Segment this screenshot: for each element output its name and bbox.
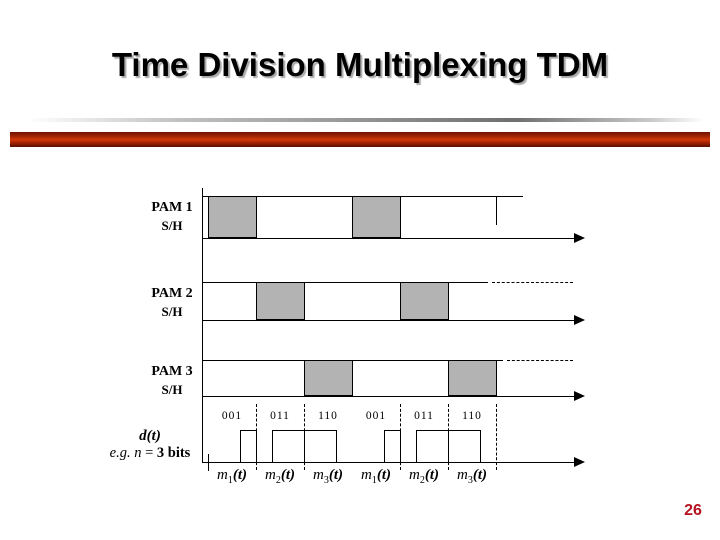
data-pulse <box>240 430 257 462</box>
slot-separator <box>400 404 401 470</box>
sample-hold-box <box>400 282 449 321</box>
message-slot-label: m1(t) <box>346 467 406 486</box>
channel-name: PAM 1 <box>151 200 193 215</box>
sample-hold-box <box>208 196 257 239</box>
message-symbol: m <box>216 467 228 483</box>
dt-note: e.g. n = 3 bits <box>95 445 205 462</box>
dt-axis-arrow-icon <box>574 457 585 467</box>
message-argument: (t) <box>232 467 247 483</box>
channel-label: PAM 2 S/H <box>124 285 220 321</box>
dt-note-prefix: e.g. n <box>109 445 142 461</box>
slot-separator <box>448 404 449 470</box>
bit-group-label: 011 <box>414 410 434 422</box>
message-slot-label: m2(t) <box>250 467 310 486</box>
bit-group-label: 110 <box>462 410 482 422</box>
time-axis-arrow-icon <box>574 315 585 325</box>
divider-highlight-line <box>28 118 704 122</box>
message-index: 2 <box>419 475 425 486</box>
message-argument: (t) <box>280 467 295 483</box>
message-slot-label: m3(t) <box>442 467 502 486</box>
channel-name: PAM 3 <box>151 364 193 379</box>
dt-signal-label: d(t) <box>139 428 161 444</box>
data-pulse <box>304 430 337 462</box>
sample-hold-box <box>352 196 401 239</box>
message-slot-label: m1(t) <box>202 467 262 486</box>
channel-sub-label: S/H <box>161 218 183 233</box>
sample-hold-box <box>448 360 497 397</box>
time-axis-arrow-icon <box>574 391 585 401</box>
channel-name: PAM 2 <box>151 286 193 301</box>
bit-group-label: 001 <box>221 410 243 422</box>
message-argument: (t) <box>328 467 343 483</box>
message-symbol: m <box>408 467 420 483</box>
data-pulse <box>448 430 481 462</box>
hold-top-line-continuation <box>492 282 573 283</box>
data-pulse <box>384 430 401 462</box>
message-index: 1 <box>227 475 233 486</box>
page-number: 26 <box>684 502 702 519</box>
slot-separator <box>496 404 497 470</box>
divider-accent-bar <box>10 132 710 147</box>
sample-hold-box <box>304 360 353 397</box>
data-pulse <box>272 430 305 462</box>
data-pulse <box>416 430 449 462</box>
hold-top-line-continuation <box>507 360 573 361</box>
time-axis-arrow-icon <box>574 233 585 243</box>
hold-top-line <box>202 282 488 283</box>
message-index: 3 <box>323 475 329 486</box>
message-index: 1 <box>371 475 377 486</box>
slide-title: Time Division Multiplexing TDM <box>111 46 609 83</box>
bit-group-label: 011 <box>270 410 290 422</box>
dt-note-bits: 3 bits <box>156 445 191 461</box>
message-argument: (t) <box>424 467 439 483</box>
channel-label: PAM 1 S/H <box>124 199 220 235</box>
message-slot-label: m3(t) <box>298 467 358 486</box>
dt-label-block: d(t) e.g. n = 3 bits <box>95 428 205 462</box>
dt-note-equals: = <box>141 445 157 461</box>
message-argument: (t) <box>472 467 487 483</box>
channel-sub-label: S/H <box>161 304 183 319</box>
sample-hold-box <box>256 282 305 321</box>
message-symbol: m <box>456 467 468 483</box>
message-argument: (t) <box>376 467 391 483</box>
message-index: 2 <box>275 475 281 486</box>
message-symbol: m <box>360 467 372 483</box>
message-index: 3 <box>467 475 473 486</box>
channel-sub-label: S/H <box>161 382 183 397</box>
time-axis <box>202 396 576 397</box>
bit-group-label: 001 <box>365 410 387 422</box>
message-symbol: m <box>264 467 276 483</box>
message-symbol: m <box>312 467 324 483</box>
time-axis <box>202 320 576 321</box>
bit-group-label: 110 <box>318 410 338 422</box>
message-slot-label: m2(t) <box>394 467 454 486</box>
channel-label: PAM 3 S/H <box>124 363 220 399</box>
origin-tick <box>208 454 209 471</box>
slot-separator <box>256 404 257 470</box>
signal-axis-line <box>202 188 203 463</box>
next-sample-edge <box>496 196 497 225</box>
slot-separator <box>304 404 305 470</box>
dt-time-axis <box>202 462 576 463</box>
